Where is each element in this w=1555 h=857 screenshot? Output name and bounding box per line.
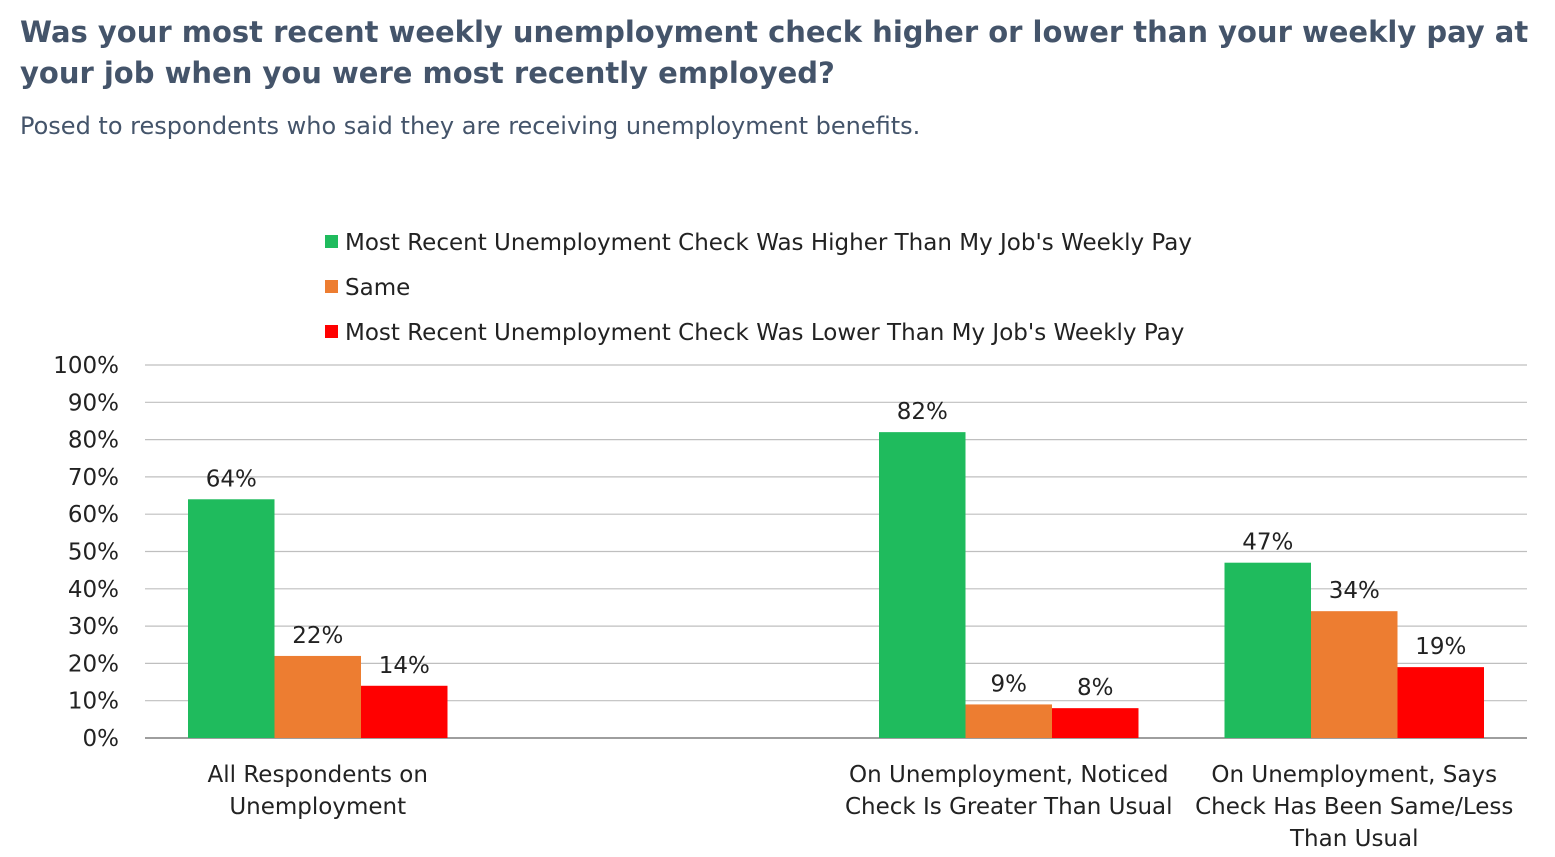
y-tick-label: 100% — [53, 353, 119, 379]
bar — [879, 432, 966, 738]
data-label: 34% — [1329, 578, 1380, 604]
bar — [1397, 667, 1484, 738]
category-label: Check Has Been Same/Less — [1195, 794, 1513, 820]
legend-swatch — [325, 280, 338, 293]
data-label: 19% — [1415, 634, 1466, 660]
legend-label: Most Recent Unemployment Check Was Lower… — [345, 320, 1184, 346]
data-label: 64% — [206, 466, 257, 492]
category-label: On Unemployment, Noticed — [849, 762, 1168, 788]
data-labels: 64% 82% 47% 22% 9% 34% 14% 8% 19% — [206, 399, 1467, 701]
y-tick-label: 80% — [68, 428, 119, 454]
data-label: 9% — [991, 671, 1028, 697]
data-label: 8% — [1077, 675, 1114, 701]
legend-swatch — [325, 235, 338, 248]
y-tick-label: 90% — [68, 390, 119, 416]
legend-label: Same — [345, 275, 410, 301]
data-label: 14% — [379, 653, 430, 679]
category-label: Than Usual — [1289, 826, 1419, 852]
bar — [188, 499, 275, 738]
y-tick-label: 0% — [83, 726, 120, 752]
data-label: 22% — [292, 623, 343, 649]
bar — [274, 655, 361, 738]
bar — [1224, 562, 1311, 738]
bars — [188, 432, 1484, 738]
y-tick-label: 70% — [68, 465, 119, 491]
y-tick-label: 10% — [68, 689, 119, 715]
category-label: On Unemployment, Says — [1211, 762, 1497, 788]
y-tick-label: 40% — [68, 577, 119, 603]
data-label: 47% — [1242, 530, 1293, 556]
category-label: Unemployment — [229, 794, 406, 820]
bar — [1052, 708, 1139, 738]
category-label: Check Is Greater Than Usual — [845, 794, 1173, 820]
legend-swatch — [325, 325, 338, 338]
chart-subtitle: Posed to respondents who said they are r… — [20, 112, 921, 140]
category-label: All Respondents on — [208, 762, 428, 788]
y-tick-label: 60% — [68, 502, 119, 528]
legend: Most Recent Unemployment Check Was Highe… — [325, 230, 1192, 346]
legend-label: Most Recent Unemployment Check Was Highe… — [345, 230, 1192, 256]
data-label: 82% — [897, 399, 948, 425]
bar — [965, 704, 1052, 738]
y-tick-label: 20% — [68, 651, 119, 677]
x-axis: All Respondents on Unemployment On Unemplo… — [208, 762, 1514, 852]
bar — [361, 685, 448, 738]
chart-title: Was your most recent weekly unemployment… — [20, 15, 1529, 90]
y-tick-label: 30% — [68, 614, 119, 640]
bar — [1311, 611, 1398, 738]
y-axis: 0% 10% 20% 30% 40% 50% 60% 70% 80% 90% 100% — [53, 353, 119, 752]
y-tick-label: 50% — [68, 540, 119, 566]
